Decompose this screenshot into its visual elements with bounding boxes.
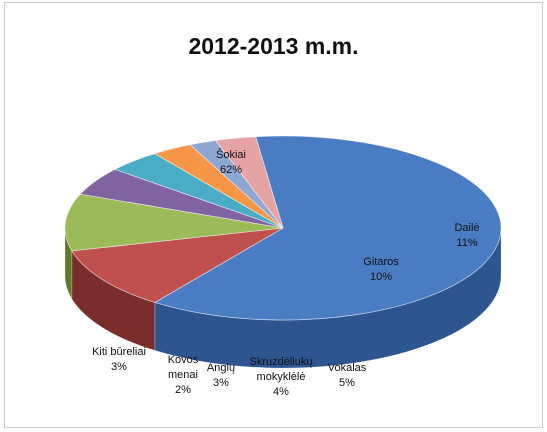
pie-slice-7 — [214, 136, 284, 229]
slice-label-6: Kovos menai 2% — [168, 354, 199, 396]
slice-label-2: Gitaros 10% — [363, 256, 399, 283]
pie-chart: Šokiai 62% Dailė 11% Gitaros 10% Vokalas 5% Skru… — [64, 135, 502, 398]
pie-slice-0 — [153, 135, 502, 321]
pie-slice-1 — [71, 227, 284, 303]
slice-label-0: Šokiai 62% — [216, 148, 246, 176]
chart-area: 2012-2013 m.m. Šokiai 62% Dailė 11% Gitaros 1… — [4, 2, 543, 428]
slice-label-7: Kiti būreliai 3% — [92, 346, 146, 373]
chart-title: 2012-2013 m.m. — [188, 33, 359, 59]
slice-label-3: Vokalas 5% — [328, 362, 367, 389]
pie-slice-2 — [64, 193, 284, 252]
pie-slices — [64, 135, 502, 321]
pie-labels: Šokiai 62% Dailė 11% Gitaros 10% Vokalas 5% Skru… — [92, 148, 479, 398]
slice-label-4: Skruzdėliukų mokyklėlė 4% — [250, 356, 313, 398]
slice-label-5: Anglų 3% — [207, 362, 235, 389]
slice-label-1: Dailė 11% — [454, 222, 479, 249]
